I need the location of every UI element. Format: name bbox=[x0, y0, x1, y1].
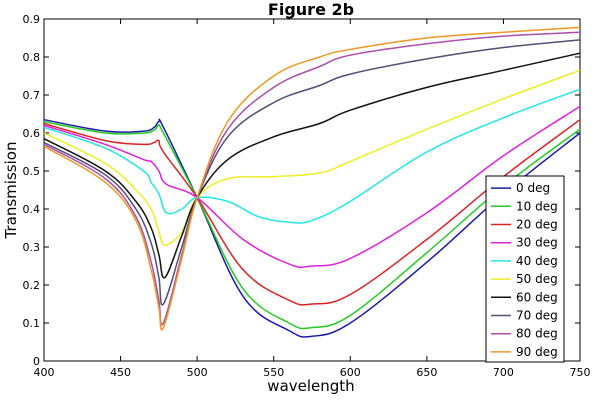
legend-entry-label: 50 deg bbox=[516, 272, 558, 286]
y-tick-label: 0.9 bbox=[23, 13, 41, 26]
legend-entry-label: 0 deg bbox=[516, 181, 550, 195]
series-line-10-deg bbox=[43, 120, 581, 330]
chart-title: Figure 2b bbox=[268, 0, 354, 19]
series-line-30-deg bbox=[43, 105, 581, 268]
x-tick-label: 550 bbox=[263, 366, 284, 379]
x-tick-label: 600 bbox=[340, 366, 361, 379]
y-tick-label: 0.3 bbox=[23, 241, 41, 254]
y-tick-label: 0.6 bbox=[23, 127, 41, 140]
y-tick-label: 0.2 bbox=[23, 279, 41, 292]
y-tick-label: 0 bbox=[33, 355, 40, 368]
y-tick-label: 0.7 bbox=[23, 89, 41, 102]
x-tick-label: 500 bbox=[187, 366, 208, 379]
y-tick-label: 0.5 bbox=[23, 165, 41, 178]
x-axis-label: wavelength bbox=[267, 377, 354, 395]
series-line-50-deg bbox=[43, 69, 581, 246]
x-tick-label: 450 bbox=[110, 366, 131, 379]
legend-entry-label: 10 deg bbox=[516, 199, 558, 213]
x-tick-label: 650 bbox=[416, 366, 437, 379]
y-axis-ticks: 0 0.1 0.2 0.3 0.4 0.5 0.6 0.7 0.8 0.9 bbox=[23, 13, 580, 368]
legend: 0 deg 10 deg 20 deg 30 deg 40 deg 50 deg 60 de… bbox=[485, 175, 565, 363]
legend-entry-label: 40 deg bbox=[516, 254, 558, 268]
y-tick-label: 0.4 bbox=[23, 203, 41, 216]
legend-entry-label: 30 deg bbox=[516, 236, 558, 250]
legend-entry-label: 80 deg bbox=[516, 327, 558, 341]
y-tick-label: 0.8 bbox=[23, 51, 41, 64]
series-line-20-deg bbox=[43, 119, 581, 306]
legend-entry-label: 90 deg bbox=[516, 345, 558, 359]
x-tick-label: 750 bbox=[570, 366, 591, 379]
x-tick-label: 700 bbox=[493, 366, 514, 379]
y-tick-label: 0.1 bbox=[23, 317, 41, 330]
y-axis-label: Transmission bbox=[2, 142, 20, 240]
series-lines bbox=[43, 26, 581, 338]
x-axis-ticks: 400 450 500 550 600 650 700 750 bbox=[34, 19, 591, 379]
series-line-0-deg bbox=[43, 118, 581, 338]
series-line-90-deg bbox=[43, 26, 581, 331]
legend-entry-label: 70 deg bbox=[516, 309, 558, 323]
plot-frame bbox=[43, 18, 581, 362]
x-tick-label: 400 bbox=[34, 366, 55, 379]
legend-entry-label: 20 deg bbox=[516, 218, 558, 232]
legend-entry-label: 60 deg bbox=[516, 290, 558, 304]
series-line-40-deg bbox=[43, 88, 581, 224]
